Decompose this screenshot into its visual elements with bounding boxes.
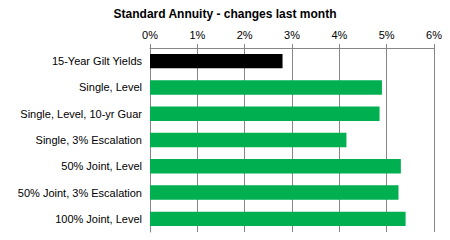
svg-text:6%: 6% [426, 29, 442, 41]
svg-text:100% Joint, Level: 100% Joint, Level [55, 213, 142, 225]
svg-text:3%: 3% [284, 29, 300, 41]
svg-text:Single, Level: Single, Level [79, 81, 142, 93]
svg-text:Single, Level, 10-yr Guar: Single, Level, 10-yr Guar [20, 108, 142, 120]
svg-text:50% Joint, Level: 50% Joint, Level [61, 160, 142, 172]
svg-text:0%: 0% [142, 29, 158, 41]
svg-text:50% Joint, 3% Escalation: 50% Joint, 3% Escalation [18, 187, 142, 199]
svg-text:4%: 4% [331, 29, 347, 41]
svg-text:Standard Annuity - changes las: Standard Annuity - changes last month [114, 7, 337, 21]
svg-text:5%: 5% [379, 29, 395, 41]
svg-text:1%: 1% [189, 29, 205, 41]
svg-text:Single, 3% Escalation: Single, 3% Escalation [36, 134, 142, 146]
svg-text:15-Year Gilt Yields: 15-Year Gilt Yields [52, 55, 143, 67]
svg-text:2%: 2% [237, 29, 253, 41]
